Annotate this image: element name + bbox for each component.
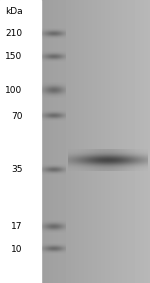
Text: kDa: kDa bbox=[5, 7, 23, 16]
Text: 35: 35 bbox=[11, 165, 23, 174]
Text: 70: 70 bbox=[11, 112, 23, 121]
Text: 10: 10 bbox=[11, 245, 23, 254]
Bar bbox=[0, 0, 41, 283]
Text: 210: 210 bbox=[6, 29, 23, 38]
Text: 17: 17 bbox=[11, 222, 23, 231]
Text: 100: 100 bbox=[5, 86, 23, 95]
Text: 150: 150 bbox=[5, 52, 23, 61]
